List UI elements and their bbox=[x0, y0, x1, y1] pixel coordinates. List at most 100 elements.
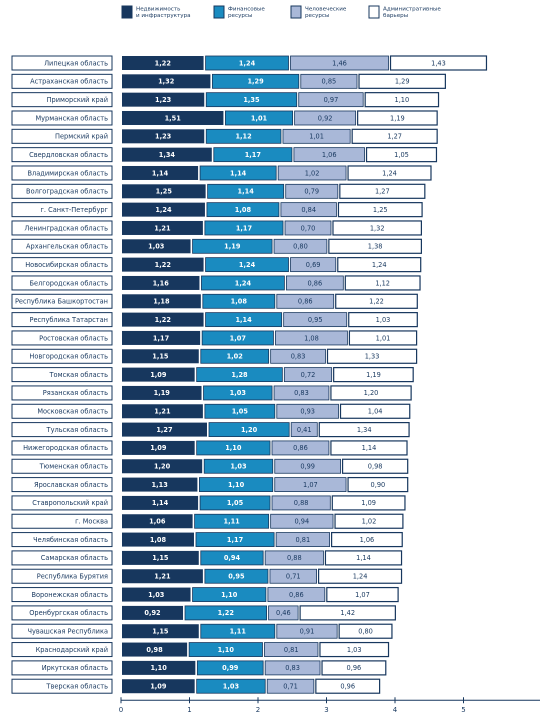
category-label: Архангельская область bbox=[26, 243, 108, 251]
bar-segment bbox=[203, 458, 274, 474]
category-label: Приморский край bbox=[47, 96, 108, 104]
bar-segment bbox=[122, 514, 193, 529]
bar-segment bbox=[122, 550, 199, 565]
data-label: 1,03 bbox=[347, 646, 362, 654]
bar-segment bbox=[334, 513, 404, 529]
bar-segment bbox=[282, 128, 351, 144]
data-label: 1,22 bbox=[155, 261, 172, 269]
bar-segment bbox=[290, 257, 337, 273]
bar-segment bbox=[225, 110, 294, 126]
category-box bbox=[11, 422, 113, 438]
bar-segment bbox=[299, 605, 396, 621]
data-label: 1,10 bbox=[395, 96, 410, 104]
x-tick-label: 3 bbox=[324, 706, 328, 713]
data-label: 1,14 bbox=[230, 169, 247, 177]
bar-segment bbox=[337, 257, 422, 273]
data-label: 1,09 bbox=[150, 371, 167, 379]
bar-segment bbox=[122, 74, 211, 89]
data-label: 1,03 bbox=[230, 389, 247, 397]
data-label: 1,35 bbox=[243, 96, 260, 104]
bar-segment bbox=[264, 660, 321, 676]
data-label: 1,21 bbox=[154, 573, 171, 581]
data-label: 0,86 bbox=[308, 279, 323, 287]
data-label: 0,83 bbox=[291, 353, 306, 361]
data-label: 0,81 bbox=[284, 646, 299, 654]
bar-segment bbox=[315, 678, 381, 694]
bar-segment bbox=[267, 587, 326, 602]
data-label: 1,24 bbox=[353, 573, 368, 581]
data-label: 1,01 bbox=[309, 133, 324, 141]
category-box bbox=[11, 495, 113, 511]
category-box bbox=[11, 568, 113, 584]
category-box bbox=[11, 513, 113, 529]
bar-segment bbox=[326, 586, 399, 603]
data-label: 1,32 bbox=[370, 224, 385, 232]
legend-label: Недвижимость и инфраструктура bbox=[136, 7, 191, 20]
bar-segment bbox=[326, 348, 418, 364]
category-box bbox=[11, 330, 113, 346]
data-label: 1,19 bbox=[154, 389, 171, 397]
category-label: г. Санкт-Петербург bbox=[40, 206, 108, 214]
bar-segment bbox=[332, 220, 423, 236]
bar-segment bbox=[339, 183, 426, 199]
bar-segment bbox=[274, 477, 347, 492]
bar-segment bbox=[205, 312, 283, 328]
bar-segment bbox=[122, 330, 201, 345]
data-label: 1,28 bbox=[231, 371, 248, 379]
data-label: 1,11 bbox=[223, 518, 240, 526]
bar-segment bbox=[122, 624, 199, 639]
category-box bbox=[11, 183, 113, 199]
x-axis: 0 1 2 3 4 5 bbox=[119, 697, 540, 713]
bar-segment bbox=[122, 202, 205, 217]
data-label: 0,83 bbox=[285, 664, 300, 672]
data-label: 0,92 bbox=[318, 114, 333, 122]
data-label: 1,12 bbox=[235, 133, 252, 141]
category-label: Пермский край bbox=[55, 133, 108, 141]
data-label: 1,20 bbox=[364, 389, 379, 397]
category-box bbox=[11, 642, 113, 658]
data-label: 1,22 bbox=[369, 298, 384, 306]
data-label: 0,94 bbox=[224, 554, 241, 562]
bar-segment bbox=[348, 330, 418, 346]
data-label: 0,88 bbox=[294, 499, 309, 507]
bar-segment bbox=[122, 56, 204, 70]
bar-segment bbox=[122, 147, 212, 162]
data-label: 1,29 bbox=[247, 78, 264, 86]
chart-rows: Липецкая область 1,22 1,24 1,46 1,43 Астрахан… bbox=[11, 55, 488, 694]
data-label: 1,03 bbox=[230, 463, 247, 471]
bar-segment bbox=[201, 330, 274, 346]
data-label: 1,03 bbox=[148, 591, 165, 599]
bar-segment bbox=[122, 165, 199, 180]
bar-segment bbox=[365, 147, 438, 163]
data-label: 1,14 bbox=[356, 554, 371, 562]
data-label: 0,93 bbox=[300, 408, 315, 416]
bar-segment bbox=[268, 605, 299, 621]
category-box bbox=[11, 147, 113, 163]
data-label: 0,85 bbox=[322, 78, 337, 86]
bar-segment bbox=[122, 495, 199, 510]
bar-segment bbox=[298, 92, 364, 108]
data-label: 1,02 bbox=[227, 353, 244, 361]
data-label: 1,22 bbox=[218, 609, 235, 617]
data-label: 0,86 bbox=[293, 444, 308, 452]
category-label: Тверская область bbox=[45, 683, 108, 691]
bar-segment bbox=[196, 367, 283, 383]
bar-segment bbox=[205, 92, 298, 108]
category-box bbox=[11, 477, 113, 493]
category-label: Челябинская область bbox=[33, 536, 108, 544]
bar-segment bbox=[273, 238, 328, 254]
category-label: Республика Бурятия bbox=[37, 573, 108, 581]
bar-segment bbox=[328, 238, 422, 254]
bar-segment bbox=[324, 550, 403, 566]
bar-segment bbox=[200, 550, 264, 566]
category-label: Свердловская область bbox=[29, 151, 108, 159]
category-label: Ставропольский край bbox=[32, 499, 108, 507]
data-label: 1,11 bbox=[230, 628, 247, 636]
category-box bbox=[11, 55, 113, 71]
data-label: 1,09 bbox=[361, 499, 376, 507]
bar-segment bbox=[208, 422, 290, 438]
bar-segment bbox=[276, 623, 338, 639]
bar-segment bbox=[330, 385, 412, 401]
data-label: 1,14 bbox=[362, 444, 377, 452]
bar-segment bbox=[205, 257, 289, 273]
